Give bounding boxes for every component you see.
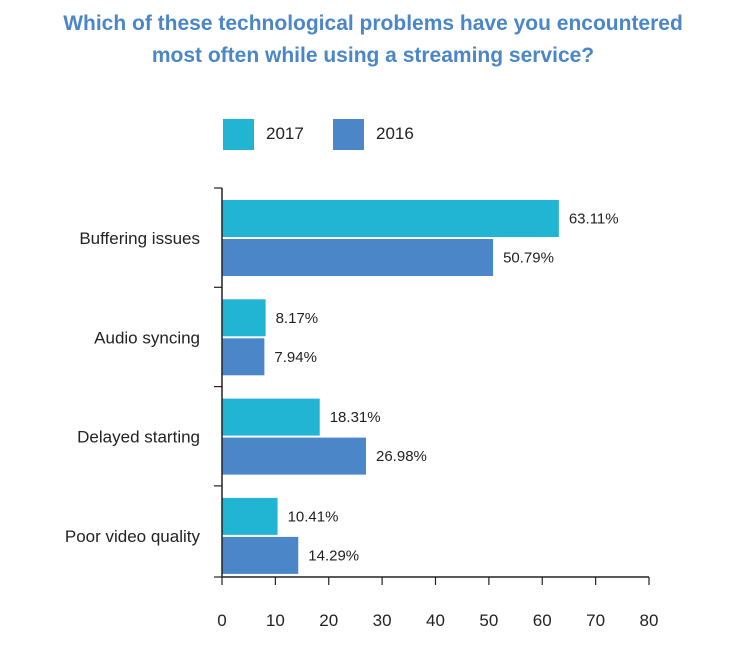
data-label-2017-3: 18.31% [330,409,381,426]
category-label-2: Audio syncing [94,328,200,347]
bar-2016-3 [222,437,367,475]
category-label-3: Delayed starting [77,428,200,447]
legend-label-2016: 2016 [376,124,414,143]
chart-title-line-2: most often while using a streaming servi… [151,44,595,67]
data-label-2017-1: 63.11% [569,211,619,228]
data-label-2016-4: 14.29% [308,547,359,564]
bar-2016-2 [222,338,265,376]
x-tick-label-80: 80 [640,611,659,630]
bar-2017-2 [222,299,266,337]
legend-swatch-2016 [333,119,364,150]
data-label-2017-4: 10.41% [288,508,339,525]
chart-title-line-1: Which of these technological problems ha… [63,12,683,35]
data-label-2016-3: 26.98% [376,448,427,465]
x-tick-label-20: 20 [319,611,338,630]
chart-title: Which of these technological problems ha… [0,8,746,72]
x-tick-label-60: 60 [533,611,552,630]
bar-2016-1 [222,239,494,276]
legend-label-2017: 2017 [266,124,304,143]
data-label-2016-1: 50.79% [503,250,554,267]
bar-2016-4 [222,536,299,574]
x-tick-label-40: 40 [426,611,445,630]
data-label-2017-2: 8.17% [276,310,319,327]
x-tick-label-10: 10 [266,611,285,630]
legend-swatch-2017 [223,119,254,150]
data-label-2016-2: 7.94% [274,349,317,366]
bar-2017-4 [222,497,278,535]
category-label-4: Poor video quality [65,527,201,546]
bar-2017-3 [222,398,320,436]
x-tick-label-50: 50 [479,611,498,630]
x-tick-label-30: 30 [373,611,392,630]
x-tick-label-70: 70 [586,611,605,630]
x-tick-label-0: 0 [217,611,226,630]
bar-2017-1 [222,200,559,237]
category-label-1: Buffering issues [79,229,200,248]
